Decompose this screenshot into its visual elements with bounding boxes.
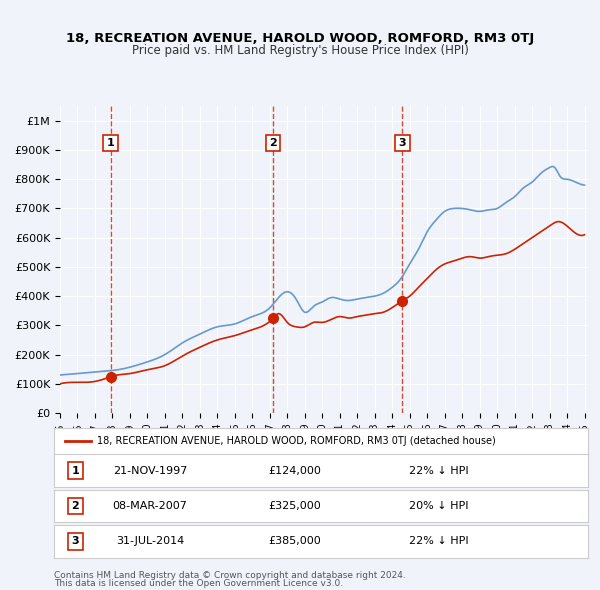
Text: 2: 2 xyxy=(269,138,277,148)
Text: 1: 1 xyxy=(107,138,115,148)
Text: 18, RECREATION AVENUE, HAROLD WOOD, ROMFORD, RM3 0TJ: 18, RECREATION AVENUE, HAROLD WOOD, ROMF… xyxy=(66,32,534,45)
Text: £325,000: £325,000 xyxy=(268,501,320,511)
Text: 08-MAR-2007: 08-MAR-2007 xyxy=(113,501,188,511)
Text: 3: 3 xyxy=(398,138,406,148)
Text: £124,000: £124,000 xyxy=(268,466,321,476)
Text: £385,000: £385,000 xyxy=(268,536,320,546)
Text: 21-NOV-1997: 21-NOV-1997 xyxy=(113,466,187,476)
Text: Price paid vs. HM Land Registry's House Price Index (HPI): Price paid vs. HM Land Registry's House … xyxy=(131,44,469,57)
Text: HPI: Average price, detached house, Havering: HPI: Average price, detached house, Have… xyxy=(97,457,322,467)
Text: 20% ↓ HPI: 20% ↓ HPI xyxy=(409,501,468,511)
Text: 31-JUL-2014: 31-JUL-2014 xyxy=(116,536,184,546)
Text: 2: 2 xyxy=(71,501,79,511)
Text: 3: 3 xyxy=(71,536,79,546)
Text: 1: 1 xyxy=(71,466,79,476)
Text: Contains HM Land Registry data © Crown copyright and database right 2024.: Contains HM Land Registry data © Crown c… xyxy=(54,571,406,579)
Text: This data is licensed under the Open Government Licence v3.0.: This data is licensed under the Open Gov… xyxy=(54,579,343,588)
Text: 22% ↓ HPI: 22% ↓ HPI xyxy=(409,536,468,546)
Text: 22% ↓ HPI: 22% ↓ HPI xyxy=(409,466,468,476)
Text: 18, RECREATION AVENUE, HAROLD WOOD, ROMFORD, RM3 0TJ (detached house): 18, RECREATION AVENUE, HAROLD WOOD, ROMF… xyxy=(97,436,496,446)
